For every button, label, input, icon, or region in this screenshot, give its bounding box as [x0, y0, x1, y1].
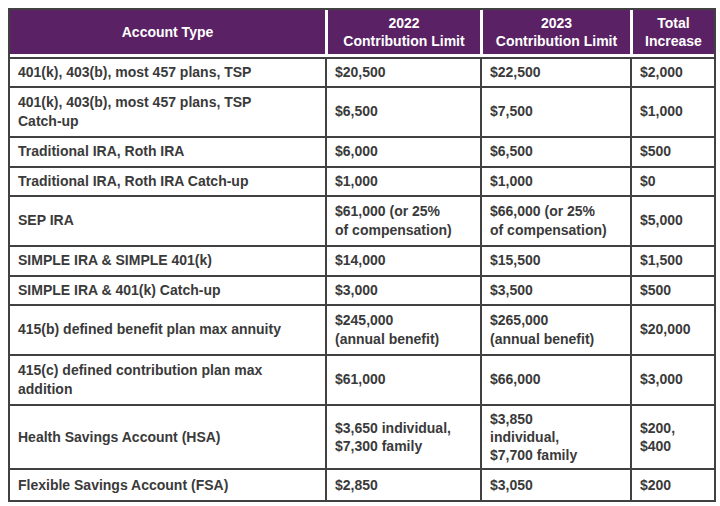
limit-2022-cell: $3,000: [325, 277, 480, 306]
table-row: SIMPLE IRA & 401(k) Catch-up $3,000 $3,5…: [10, 277, 714, 306]
increase-cell: $0: [630, 168, 714, 197]
limit-2023-cell: $3,500: [480, 277, 630, 306]
table-row: SEP IRA $61,000 (or 25% of compensation)…: [10, 197, 714, 247]
limit-2023-cell: $6,500: [480, 138, 630, 168]
account-type-cell: Traditional IRA, Roth IRA Catch-up: [10, 168, 325, 197]
table-row: 401(k), 403(b), most 457 plans, TSP Catc…: [10, 88, 714, 138]
increase-cell: $1,500: [630, 247, 714, 277]
increase-cell: $20,000: [630, 306, 714, 356]
increase-cell: $2,000: [630, 57, 714, 87]
table-row: SIMPLE IRA & SIMPLE 401(k) $14,000 $15,5…: [10, 247, 714, 277]
table-row: 401(k), 403(b), most 457 plans, TSP $20,…: [10, 57, 714, 87]
increase-cell: $200: [630, 470, 714, 500]
column-header-2022-limit: 2022 Contribution Limit: [325, 10, 480, 57]
account-type-cell: SIMPLE IRA & 401(k) Catch-up: [10, 277, 325, 306]
limit-2023-cell: $7,500: [480, 88, 630, 138]
increase-cell: $200, $400: [630, 406, 714, 471]
increase-cell: $5,000: [630, 197, 714, 247]
limit-2023-cell: $1,000: [480, 168, 630, 197]
limit-2023-cell: $15,500: [480, 247, 630, 277]
table-row: Health Savings Account (HSA) $3,650 indi…: [10, 406, 714, 471]
table-row: Traditional IRA, Roth IRA $6,000 $6,500 …: [10, 138, 714, 168]
table-row: 415(c) defined contribution plan max add…: [10, 356, 714, 406]
table-body: 401(k), 403(b), most 457 plans, TSP $20,…: [10, 57, 714, 500]
contribution-limits-table: Account Type 2022 Contribution Limit 202…: [8, 8, 716, 502]
limit-2022-cell: $3,650 individual, $7,300 family: [325, 406, 480, 471]
account-type-cell: Traditional IRA, Roth IRA: [10, 138, 325, 168]
limit-2023-cell: $3,050: [480, 470, 630, 500]
increase-cell: $500: [630, 138, 714, 168]
limit-2023-cell: $3,850 individual, $7,700 family: [480, 406, 630, 471]
column-header-total-increase: Total Increase: [630, 10, 714, 57]
table-row: Traditional IRA, Roth IRA Catch-up $1,00…: [10, 168, 714, 197]
account-type-cell: Health Savings Account (HSA): [10, 406, 325, 471]
limit-2022-cell: $6,500: [325, 88, 480, 138]
limit-2022-cell: $14,000: [325, 247, 480, 277]
limit-2023-cell: $22,500: [480, 57, 630, 87]
limit-2022-cell: $61,000 (or 25% of compensation): [325, 197, 480, 247]
table-row: Flexible Savings Account (FSA) $2,850 $3…: [10, 470, 714, 500]
table-row: 415(b) defined benefit plan max annuity …: [10, 306, 714, 356]
column-header-2023-limit: 2023 Contribution Limit: [480, 10, 630, 57]
account-type-cell: SEP IRA: [10, 197, 325, 247]
limit-2023-cell: $66,000: [480, 356, 630, 406]
increase-cell: $1,000: [630, 88, 714, 138]
increase-cell: $3,000: [630, 356, 714, 406]
account-type-cell: 401(k), 403(b), most 457 plans, TSP: [10, 57, 325, 87]
account-type-cell: SIMPLE IRA & SIMPLE 401(k): [10, 247, 325, 277]
limit-2022-cell: $1,000: [325, 168, 480, 197]
increase-cell: $500: [630, 277, 714, 306]
limit-2023-cell: $265,000 (annual benefit): [480, 306, 630, 356]
table-container: Account Type 2022 Contribution Limit 202…: [0, 0, 720, 502]
limit-2022-cell: $6,000: [325, 138, 480, 168]
limit-2023-cell: $66,000 (or 25% of compensation): [480, 197, 630, 247]
limit-2022-cell: $61,000: [325, 356, 480, 406]
account-type-cell: Flexible Savings Account (FSA): [10, 470, 325, 500]
limit-2022-cell: $20,500: [325, 57, 480, 87]
account-type-cell: 415(c) defined contribution plan max add…: [10, 356, 325, 406]
column-header-account-type: Account Type: [10, 10, 325, 57]
account-type-cell: 415(b) defined benefit plan max annuity: [10, 306, 325, 356]
account-type-cell: 401(k), 403(b), most 457 plans, TSP Catc…: [10, 88, 325, 138]
limit-2022-cell: $2,850: [325, 470, 480, 500]
header-row: Account Type 2022 Contribution Limit 202…: [10, 10, 714, 57]
table-header: Account Type 2022 Contribution Limit 202…: [10, 10, 714, 57]
limit-2022-cell: $245,000 (annual benefit): [325, 306, 480, 356]
